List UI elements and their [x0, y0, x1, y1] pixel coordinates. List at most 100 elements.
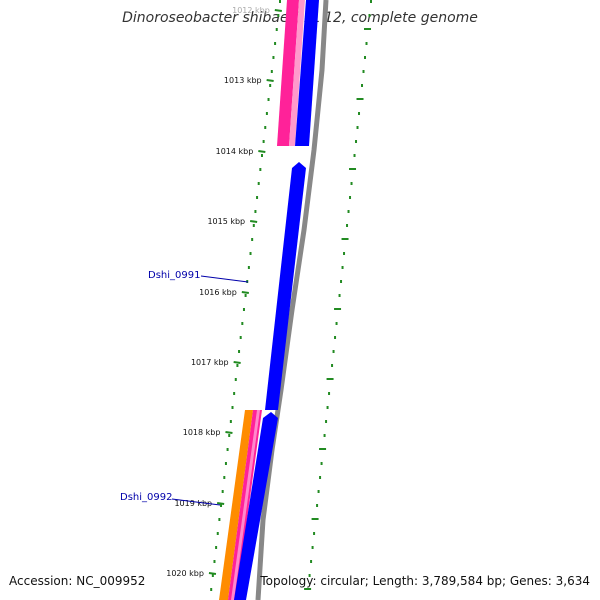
ruler-dot	[242, 308, 245, 311]
gc-dot	[310, 560, 313, 563]
gc-dot	[316, 504, 319, 507]
accession-label: Accession: NC_009952	[9, 574, 146, 588]
ruler-dots-left	[210, 0, 281, 591]
kbp-tick-mark	[250, 220, 258, 223]
kbp-tick-label: 1018 kbp	[183, 428, 221, 437]
cds-dshi-0992	[234, 412, 278, 600]
gc-dot	[326, 378, 334, 380]
gc-dot	[331, 364, 334, 367]
ruler-dot	[238, 350, 241, 353]
ruler-dot	[233, 392, 236, 395]
ruler-dot	[244, 294, 247, 297]
gc-dot	[356, 126, 359, 129]
gene-leader-line	[200, 275, 249, 283]
gc-dot	[347, 210, 350, 213]
ruler-dot	[249, 252, 252, 255]
gene-label-dshi-0992[interactable]: Dshi_0992	[120, 492, 172, 503]
gc-dot	[361, 84, 364, 87]
gc-dot	[311, 518, 319, 520]
kbp-tick-mark	[258, 150, 266, 153]
kbp-tick-label: 1015 kbp	[207, 217, 245, 226]
gc-dot	[320, 462, 323, 465]
ruler-dot	[264, 126, 267, 129]
kbp-tick-label: 1016 kbp	[199, 288, 237, 297]
gc-dot	[349, 196, 352, 199]
ruler-dot	[247, 266, 250, 269]
gc-dot	[311, 546, 314, 549]
kbp-tick-label: 1013 kbp	[224, 76, 262, 85]
ruler-dot	[211, 574, 214, 577]
ruler-dot	[262, 140, 265, 143]
ruler-dot	[277, 14, 280, 17]
gc-dot	[326, 406, 329, 409]
gc-dot	[319, 448, 327, 450]
gc-dot	[334, 308, 342, 310]
feature-pink-top	[277, 0, 299, 146]
ruler-dot	[231, 406, 234, 409]
gc-dot	[340, 280, 343, 283]
kbp-tick-label: 1017 kbp	[191, 358, 229, 367]
kbp-tick-mark	[274, 9, 282, 12]
gc-dot	[356, 98, 364, 100]
ruler-dot	[270, 70, 273, 73]
kbp-tick-label: 1019 kbp	[174, 499, 212, 508]
gc-dot	[341, 238, 349, 240]
ruler-dot	[269, 84, 272, 87]
genome-summary: Topology: circular; Length: 3,789,584 bp…	[260, 574, 590, 588]
gc-dot	[323, 434, 326, 437]
ruler-dot	[267, 98, 270, 101]
gc-dot	[325, 420, 328, 423]
gc-dot	[338, 294, 341, 297]
feature-pink-light-top	[289, 0, 305, 146]
gc-track-dots-right	[304, 0, 372, 590]
gene-label-dshi-0991[interactable]: Dshi_0991	[148, 270, 200, 281]
gc-dot	[370, 0, 372, 3]
ruler-dot	[228, 434, 231, 437]
gc-dot	[317, 490, 320, 493]
kbp-tick-label: 1012 kbp	[232, 6, 270, 15]
gc-dot	[353, 154, 356, 157]
kbp-tick-mark	[208, 572, 217, 575]
ruler-dot	[224, 462, 227, 465]
gc-dot	[332, 350, 335, 353]
gc-dot	[362, 70, 365, 73]
gc-dot	[341, 266, 344, 269]
ruler-dot	[215, 546, 218, 549]
kbp-ruler: 1012 kbp 1013 kbp 1014 kbp 1015 kbp 1016 kbp…	[166, 6, 282, 578]
ruler-dot	[265, 112, 268, 115]
ruler-dot	[254, 210, 257, 213]
gc-dot	[350, 182, 353, 185]
ruler-dot	[226, 448, 229, 451]
gc-dot	[364, 28, 372, 30]
kbp-tick-mark	[241, 291, 249, 294]
gc-dot	[368, 14, 371, 17]
gc-dot	[335, 322, 338, 325]
ruler-dot	[239, 336, 242, 339]
gc-dot	[349, 168, 357, 170]
gc-dot	[358, 112, 361, 115]
genome-backbone	[255, 0, 329, 600]
gc-dot	[319, 476, 322, 479]
gc-dot	[328, 392, 331, 395]
ruler-dot	[279, 0, 281, 3]
cds-dshi-0991	[265, 162, 306, 410]
ruler-dot	[220, 504, 223, 507]
kbp-tick-mark	[266, 79, 274, 82]
ruler-dot	[210, 588, 213, 591]
ruler-dot	[216, 532, 219, 535]
kbp-tick-mark	[217, 502, 225, 505]
gc-dot	[313, 532, 316, 535]
ruler-dot	[236, 364, 239, 367]
ruler-dot	[218, 518, 221, 521]
ruler-dot	[256, 196, 259, 199]
ruler-dot	[241, 322, 244, 325]
ruler-dot	[260, 154, 263, 157]
ruler-dot	[234, 378, 237, 381]
gc-dot	[343, 252, 346, 255]
ruler-dot	[275, 28, 278, 31]
ruler-dot	[213, 560, 216, 563]
cds-top	[295, 0, 319, 146]
gc-dot	[365, 42, 368, 45]
ruler-dot	[252, 224, 255, 227]
